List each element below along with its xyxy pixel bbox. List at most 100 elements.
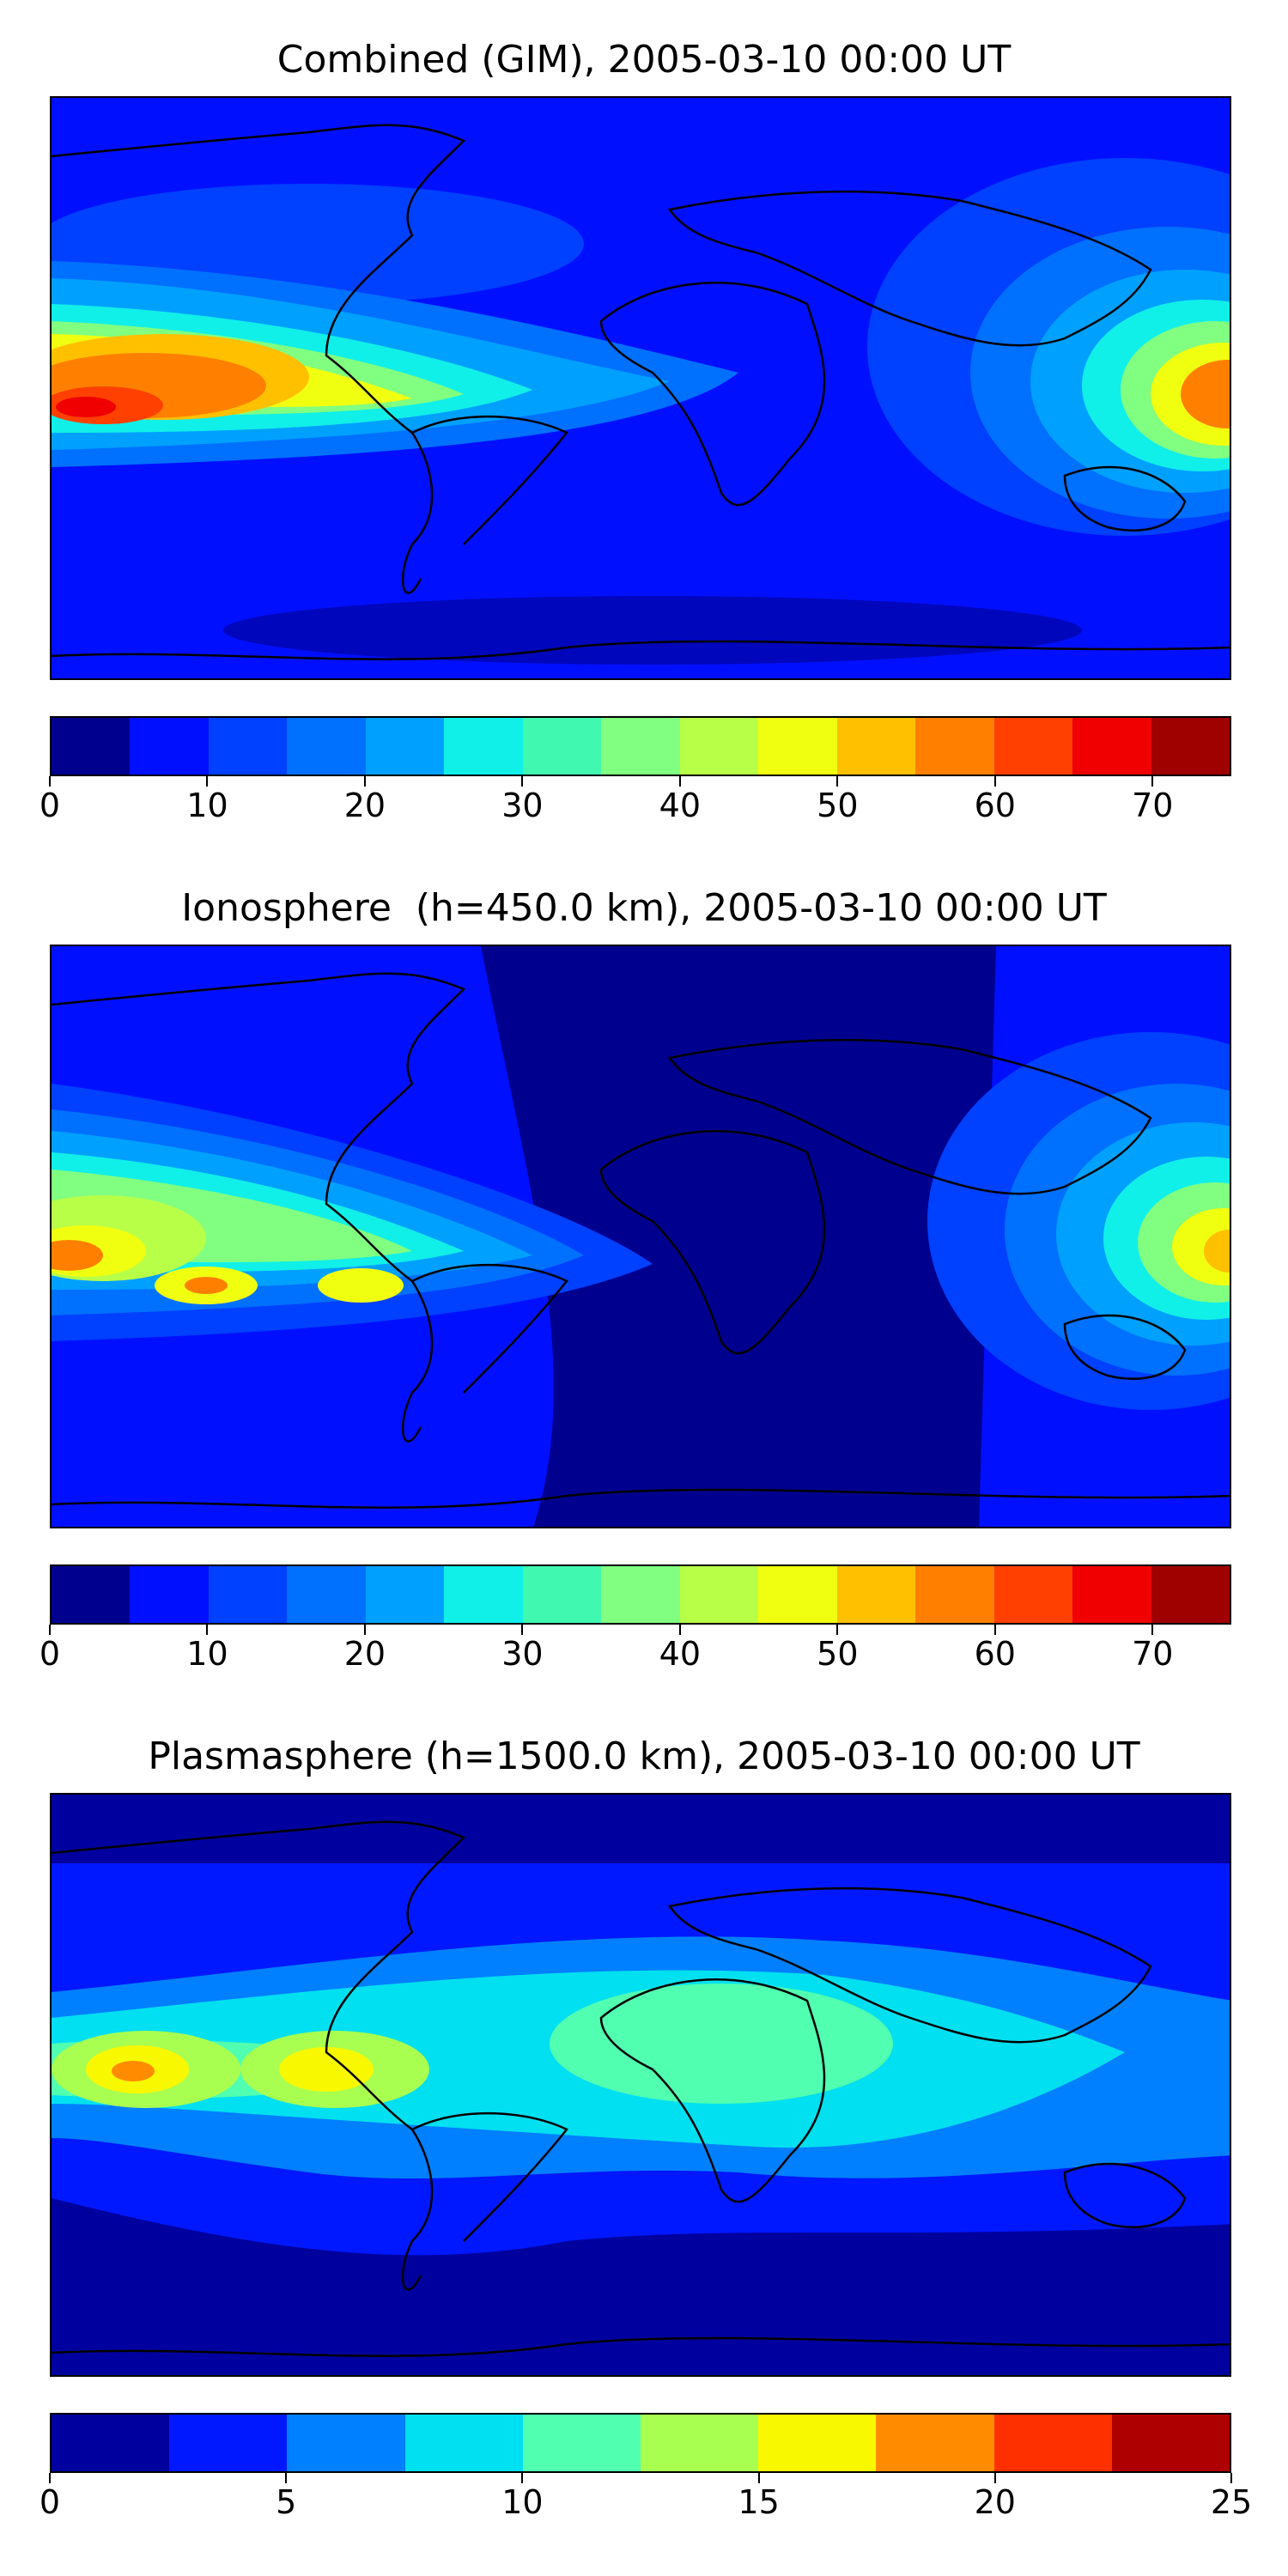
colorbar-tick	[521, 2473, 524, 2483]
colorbar-tick	[363, 1625, 366, 1635]
colorbar-tick-label: 30	[501, 1635, 544, 1673]
colorbar-tick-label: 60	[974, 1635, 1016, 1673]
colorbar-segment	[993, 718, 1073, 775]
colorbar-tick	[993, 776, 996, 787]
colorbar-tick	[757, 2473, 760, 2483]
colorbar-segment	[993, 1566, 1073, 1623]
colorbar-segment	[522, 1566, 602, 1623]
colorbar-segment	[208, 718, 288, 775]
colorbar-tick-label: 50	[817, 787, 859, 824]
colorbar-tick-label: 50	[817, 1635, 859, 1673]
colorbar-segment	[679, 1566, 759, 1623]
colorbar-segment	[915, 1566, 994, 1623]
colorbar-ionosphere	[50, 1564, 1231, 1625]
colorbar-segment	[993, 2415, 1112, 2471]
colorbar-tick	[836, 1625, 839, 1635]
colorbar-segment	[758, 2415, 877, 2471]
colorbar-segment	[52, 1566, 131, 1623]
tec-contours-ionosphere	[52, 946, 1230, 1527]
colorbar-segment	[287, 718, 366, 775]
colorbar-tick	[678, 776, 681, 787]
colorbar-tick	[285, 2473, 288, 2483]
colorbar-segment	[679, 718, 759, 775]
colorbar-segment	[130, 718, 209, 775]
colorbar-tick	[678, 1625, 681, 1635]
colorbar-tick-label: 20	[343, 1635, 386, 1673]
map-ionosphere	[50, 945, 1231, 1528]
colorbar-segment	[365, 1566, 445, 1623]
colorbar-segment	[601, 718, 680, 775]
colorbar-tick-label: 25	[1210, 2483, 1253, 2521]
colorbar-tick-label: 70	[1132, 787, 1174, 824]
colorbar-segment	[641, 2415, 759, 2471]
colorbar-tick-label: 40	[659, 1635, 702, 1673]
colorbar-segment	[130, 1566, 209, 1623]
colorbar-segment	[404, 2415, 523, 2471]
colorbar-combined	[50, 716, 1231, 776]
colorbar-tick	[993, 2473, 996, 2483]
colorbar-ticks-combined: 0 10 20 30 40 50 60 70	[39, 776, 1231, 828]
colorbar-tick-label: 0	[39, 787, 61, 824]
colorbar-segment	[52, 2415, 170, 2471]
map-title-plasmasphere: Plasmasphere (h=1500.0 km), 2005-03-10 0…	[148, 1735, 1140, 1778]
colorbar-segment	[52, 718, 131, 775]
colorbar-tick	[363, 776, 366, 787]
colorbar-tick	[49, 776, 51, 787]
colorbar-tick	[836, 776, 839, 787]
colorbar-segment	[758, 718, 837, 775]
colorbar-tick	[49, 1625, 51, 1635]
colorbar-tick-label: 40	[659, 787, 702, 824]
colorbar-segment	[287, 1566, 366, 1623]
colorbar-tick-label: 20	[343, 787, 386, 824]
colorbar-tick	[1151, 1625, 1154, 1635]
colorbar-plasmasphere	[50, 2413, 1231, 2473]
colorbar-tick-label: 0	[39, 2483, 61, 2521]
colorbar-segment	[758, 1566, 837, 1623]
tec-contours-combined	[52, 98, 1230, 678]
colorbar-tick-label: 60	[974, 787, 1016, 824]
colorbar-segment	[915, 718, 994, 775]
coastlines-ionosphere	[52, 972, 1230, 1509]
colorbar-tick	[49, 2473, 51, 2483]
colorbar-segment	[1151, 1566, 1230, 1623]
colorbar-tick-label: 10	[501, 2483, 544, 2521]
colorbar-segment	[1151, 718, 1230, 775]
colorbar-tick	[993, 1625, 996, 1635]
colorbar-tick	[206, 776, 209, 787]
colorbar-tick-label: 20	[974, 2483, 1016, 2521]
coastlines-plasmasphere	[52, 1820, 1230, 2357]
map-combined	[50, 96, 1231, 680]
colorbar-tick-label: 30	[501, 787, 544, 824]
colorbar-segment	[208, 1566, 288, 1623]
map-title-combined: Combined (GIM), 2005-03-10 00:00 UT	[276, 38, 1012, 82]
colorbar-tick	[206, 1625, 209, 1635]
colorbar-tick-label: 10	[186, 787, 228, 824]
colorbar-segment	[522, 2415, 641, 2471]
colorbar-segment	[365, 718, 445, 775]
colorbar-segment	[1111, 2415, 1230, 2471]
tec-contours-plasmasphere	[52, 1795, 1230, 2375]
colorbar-tick-label: 70	[1132, 1635, 1174, 1673]
colorbar-segment	[836, 718, 916, 775]
colorbar-segment	[287, 2415, 405, 2471]
colorbar-tick-label: 15	[738, 2483, 780, 2521]
colorbar-tick-label: 5	[276, 2483, 297, 2521]
map-plasmasphere	[50, 1793, 1231, 2377]
colorbar-segment	[601, 1566, 680, 1623]
colorbar-tick	[1151, 776, 1154, 787]
colorbar-tick-label: 0	[39, 1635, 61, 1673]
colorbar-ticks-plasmasphere: 0 5 10 15 20 25	[39, 2473, 1252, 2524]
colorbar-tick	[521, 1625, 524, 1635]
colorbar-tick	[1230, 2473, 1232, 2483]
colorbar-segment	[836, 1566, 916, 1623]
map-title-ionosphere: Ionosphere (h=450.0 km), 2005-03-10 00:0…	[181, 886, 1107, 930]
colorbar-segment	[1072, 1566, 1151, 1623]
colorbar-tick-label: 10	[186, 1635, 228, 1673]
colorbar-segment	[444, 718, 523, 775]
colorbar-ticks-ionosphere: 0 10 20 30 40 50 60 70	[39, 1625, 1231, 1676]
colorbar-segment	[169, 2415, 288, 2471]
colorbar-tick	[521, 776, 524, 787]
coastlines-combined	[52, 124, 1230, 660]
colorbar-segment	[1072, 718, 1151, 775]
colorbar-segment	[444, 1566, 523, 1623]
